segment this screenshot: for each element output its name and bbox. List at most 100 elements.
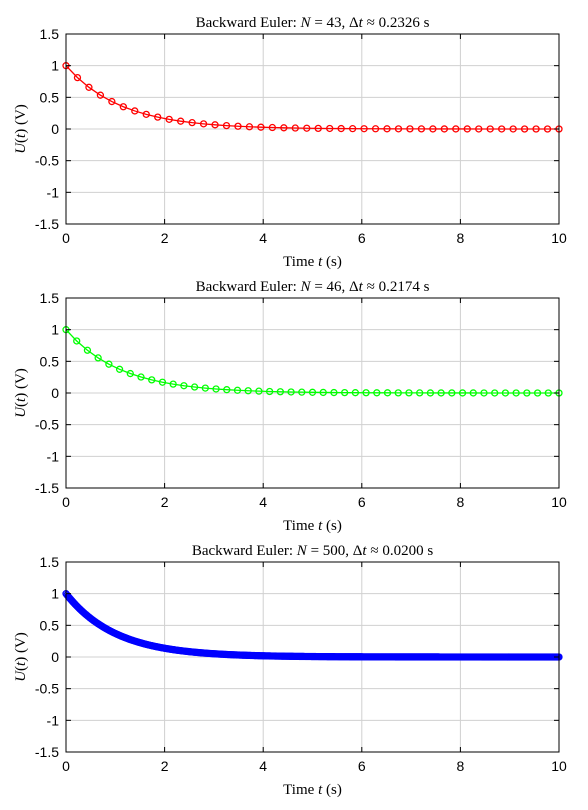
data-point <box>94 354 102 362</box>
chart-title: Backward Euler: N = 46, Δt ≈ 0.2174 s <box>196 279 430 295</box>
x-axis-label: Time t (s) <box>283 518 342 534</box>
data-point <box>458 389 467 397</box>
y-tick-label: -1 <box>47 184 60 200</box>
series-markers <box>62 326 563 397</box>
y-tick-label: 1.5 <box>40 290 60 306</box>
data-point <box>486 125 494 133</box>
data-point <box>115 365 124 373</box>
data-point <box>142 110 150 118</box>
x-tick-label: 8 <box>457 758 465 774</box>
data-point <box>319 388 327 397</box>
y-axis-label: U(t) (V) <box>13 104 29 154</box>
x-tick-label: 0 <box>62 494 70 510</box>
data-point <box>448 389 456 397</box>
x-axis-label: Time t (s) <box>283 782 342 798</box>
data-point <box>308 388 317 396</box>
x-tick-label: 2 <box>161 758 169 774</box>
data-point <box>405 389 413 397</box>
y-tick-label: 1.5 <box>40 26 60 42</box>
data-point <box>491 389 499 397</box>
data-point <box>199 120 208 128</box>
data-point <box>223 386 231 394</box>
y-tick-label: 0 <box>51 121 59 137</box>
data-point <box>394 125 403 133</box>
data-point <box>351 389 360 397</box>
data-point <box>426 389 435 397</box>
x-axis-label: Time t (s) <box>283 254 342 270</box>
data-point <box>429 125 437 133</box>
data-point <box>303 124 311 132</box>
data-point <box>211 121 219 129</box>
data-point <box>190 383 199 391</box>
data-point <box>257 123 265 131</box>
y-tick-label: -0.5 <box>35 153 59 169</box>
data-point <box>463 125 471 133</box>
y-tick-label: 0.5 <box>40 617 60 633</box>
data-point <box>287 388 295 396</box>
x-tick-label: 6 <box>358 758 366 774</box>
y-tick-label: 0.5 <box>40 353 60 369</box>
x-tick-label: 8 <box>457 230 465 246</box>
x-tick-label: 10 <box>551 230 567 246</box>
x-tick-label: 4 <box>259 494 267 510</box>
data-point <box>73 73 82 82</box>
x-tick-label: 8 <box>457 494 465 510</box>
data-point <box>73 337 81 345</box>
data-point <box>108 97 116 106</box>
data-point <box>543 125 552 133</box>
data-point <box>158 378 167 386</box>
data-point <box>532 125 540 133</box>
y-tick-label: -1 <box>47 448 60 464</box>
y-axis-label: U(t) (V) <box>13 632 29 682</box>
data-point <box>314 124 322 133</box>
data-point <box>85 83 93 91</box>
data-point <box>298 388 306 396</box>
subplot-1: 0 2 4 6 8 10 -1.5 -1 -0.5 0 0.5 1 1.5 Backward Euler:… <box>13 15 567 270</box>
y-tick-label: -1 <box>47 712 60 728</box>
data-point <box>348 125 357 133</box>
data-point <box>222 121 231 130</box>
data-point <box>268 123 277 132</box>
data-point <box>276 388 285 396</box>
data-point <box>233 386 242 394</box>
series-line <box>65 65 559 130</box>
data-point <box>131 107 139 115</box>
data-point <box>440 125 449 133</box>
data-point <box>169 380 177 388</box>
x-tick-label: 6 <box>358 494 366 510</box>
data-point <box>83 346 92 354</box>
data-point <box>373 389 381 397</box>
data-point <box>509 125 517 133</box>
data-point <box>245 123 254 131</box>
y-tick-label: -0.5 <box>35 417 59 433</box>
data-point <box>212 385 220 393</box>
y-tick-label: 1 <box>51 586 59 602</box>
data-point <box>523 389 531 397</box>
data-point <box>475 125 483 133</box>
subplot-2: 0 2 4 6 8 10 -1.5 -1 -0.5 0 0.5 1 1.5 Backward Euler:… <box>13 279 567 534</box>
series-markers <box>62 590 563 661</box>
y-tick-label: 1.5 <box>40 554 60 570</box>
data-point <box>469 389 477 397</box>
data-point <box>512 389 520 397</box>
data-point <box>362 389 370 397</box>
chart-title: Backward Euler: N = 43, Δt ≈ 0.2326 s <box>196 15 430 31</box>
data-point <box>416 389 424 397</box>
x-tick-label: 6 <box>358 230 366 246</box>
data-point <box>437 389 445 397</box>
data-point <box>165 115 173 123</box>
data-point <box>326 124 334 133</box>
data-point <box>154 113 162 121</box>
data-point <box>255 387 263 395</box>
subplot-3: 0 2 4 6 8 10 -1.5 -1 -0.5 0 0.5 1 1.5 Backward Euler:… <box>13 543 567 798</box>
data-point <box>330 388 338 397</box>
data-point <box>480 389 488 397</box>
data-point <box>280 124 288 132</box>
data-point <box>452 125 460 133</box>
data-point <box>340 388 349 397</box>
x-tick-label: 0 <box>62 230 70 246</box>
data-point <box>383 389 392 397</box>
x-tick-label: 4 <box>259 230 267 246</box>
y-tick-label: 0 <box>51 385 59 401</box>
data-point <box>291 124 299 132</box>
